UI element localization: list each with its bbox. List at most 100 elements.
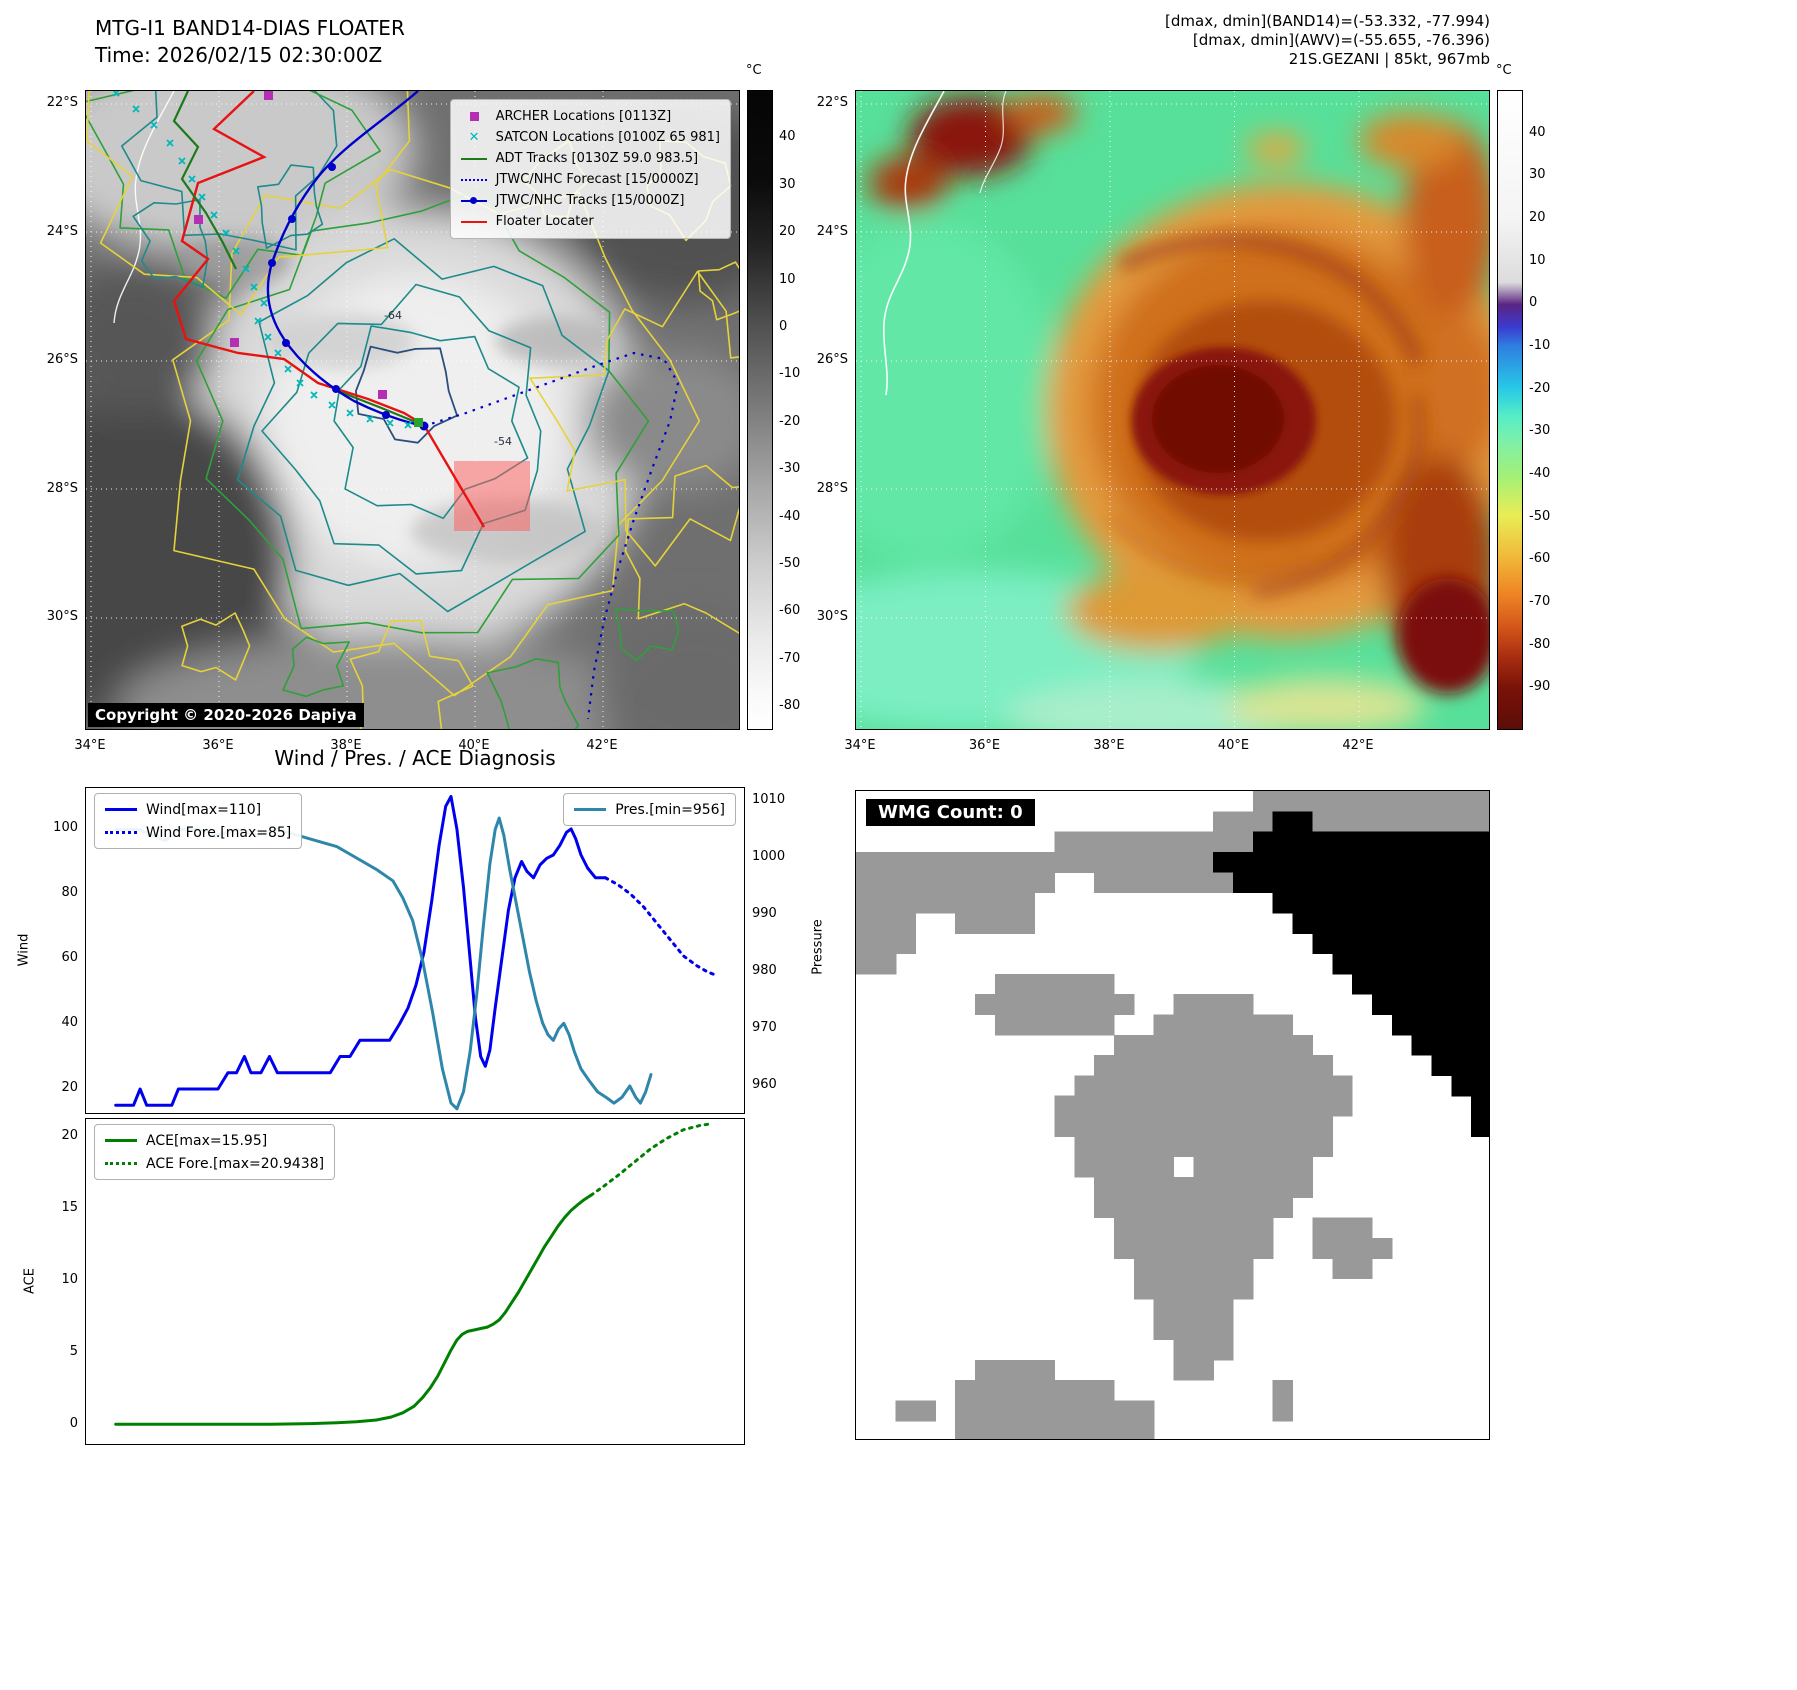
jtwc-forecast-track — [423, 351, 680, 720]
awv-lon-tick: 34°E — [844, 738, 876, 753]
awv-lat-tick: 22°S — [816, 95, 848, 110]
band14-colorbar-tick: 20 — [779, 224, 796, 240]
dmax-dmin-awv: [dmax, dmin](AWV)=(-55.655, -76.396) — [1192, 31, 1490, 49]
blue-marker-legend-icon — [461, 196, 488, 204]
adt-track-segment — [337, 389, 419, 425]
wind-tick: 40 — [61, 1015, 78, 1030]
map-legend-item: ADT Tracks [0130Z 59.0 983.5] — [461, 148, 720, 169]
band14-ir-image — [86, 91, 739, 729]
legend-line-sample — [105, 1162, 137, 1165]
wind-pressure-chart: Wind[max=110] Wind Fore.[max=85] Pres.[mi… — [85, 787, 745, 1114]
band14-colorbar-tick: 0 — [779, 319, 788, 335]
cyan-legend-icon: ✕ — [468, 130, 480, 145]
chart-legend-item: ACE Fore.[max=20.9438] — [105, 1152, 324, 1175]
adt-current-marker — [414, 418, 423, 427]
map-legend-label: SATCON Locations [0100Z 65 981] — [495, 130, 720, 145]
jtwc-track — [266, 91, 425, 428]
red-legend-icon — [461, 220, 488, 223]
floater-locater-track — [172, 91, 486, 528]
pressure-tick: 960 — [752, 1077, 777, 1092]
band14-colorbar-tick: -80 — [779, 698, 801, 714]
band14-lat-tick: 30°S — [46, 609, 78, 624]
wmg-count-label: WMG Count: 0 — [866, 799, 1035, 826]
awv-lat-tick: 26°S — [816, 352, 848, 367]
jtwc-track-points — [268, 163, 429, 431]
band14-lat-tick: 28°S — [46, 480, 78, 496]
map-legend-item: ARCHER Locations [0113Z] — [461, 106, 720, 127]
band14-lon-tick: 42°E — [586, 738, 618, 753]
pressure-axis-label: Pressure — [810, 919, 826, 975]
band14-colorbar-tick: -40 — [779, 508, 801, 524]
awv-colorbar-tick: 0 — [1529, 295, 1538, 311]
band14-colorbar-tick: -70 — [779, 650, 801, 666]
awv-colorbar-tick: 40 — [1529, 124, 1546, 140]
awv-colorbar-unit: °C — [1496, 63, 1512, 78]
awv-colorbar-tick: -10 — [1529, 338, 1551, 353]
map-legend-label: JTWC/NHC Tracks [15/0000Z] — [495, 193, 685, 208]
wind-tick: 60 — [61, 950, 78, 965]
band14-lon-tick: 34°E — [74, 738, 106, 753]
band14-legend: ARCHER Locations [0113Z] ✕ SATCON Location… — [449, 99, 731, 239]
map-legend-item: ✕ SATCON Locations [0100Z 65 981] — [461, 127, 720, 148]
band14-colorbar-unit: °C — [746, 63, 762, 78]
ace-legend: ACE[max=15.95] ACE Fore.[max=20.9438] — [94, 1124, 336, 1180]
ace-tick: 15 — [61, 1200, 78, 1215]
awv-lon-tick: 42°E — [1342, 738, 1374, 753]
legend-label: ACE Fore.[max=20.9438] — [146, 1155, 325, 1172]
ace-tick: 10 — [61, 1272, 78, 1287]
map-legend-label: Floater Locater — [495, 214, 594, 229]
band14-lon-tick: 38°E — [330, 738, 362, 753]
temperature-contours — [86, 91, 739, 729]
series-Wind Fore.[max=85] — [603, 876, 718, 977]
band14-title: MTG-I1 BAND14-DIAS FLOATER — [95, 16, 405, 40]
band14-colorbar-tick: -60 — [779, 603, 801, 619]
ace-tick: 0 — [69, 1416, 78, 1431]
awv-lat-tick: 24°S — [816, 223, 848, 239]
awv-lon-tick: 40°E — [1217, 738, 1250, 753]
map-gridlines — [856, 91, 1489, 729]
band14-lon-tick: 40°E — [458, 738, 490, 753]
pressure-tick: 970 — [752, 1020, 777, 1035]
satcon-markers — [112, 91, 412, 429]
awv-lat-tick: 30°S — [816, 609, 848, 624]
series-ACE[max=15.95] — [114, 1193, 593, 1426]
wind-legend: Wind[max=110] Wind Fore.[max=85] — [94, 793, 303, 849]
magenta-legend-icon — [461, 112, 488, 121]
band14-colorbar-tick: -20 — [779, 413, 801, 429]
map-legend-label: JTWC/NHC Forecast [15/0000Z] — [495, 172, 699, 187]
ace-chart: ACE[max=15.95] ACE Fore.[max=20.9438] — [85, 1118, 745, 1445]
awv-colorbar — [1497, 90, 1523, 730]
contour-label: -54 — [494, 435, 512, 448]
legend-label: Wind[max=110] — [146, 801, 262, 818]
chart-legend-item: Wind Fore.[max=85] — [105, 821, 291, 844]
diagnosis-title: Wind / Pres. / ACE Diagnosis — [274, 746, 556, 770]
chart-legend-item: Pres.[min=956] — [574, 798, 725, 821]
legend-label: Wind Fore.[max=85] — [146, 824, 292, 841]
band14-colorbar-tick: -30 — [779, 461, 801, 477]
band14-lat-tick: 24°S — [46, 223, 78, 239]
band14-lat-tick: 26°S — [46, 352, 78, 367]
band14-colorbar-tick: 30 — [779, 176, 796, 192]
awv-header: [dmax, dmin](BAND14)=(-53.332, -77.994) … — [1000, 12, 1490, 69]
band14-colorbar-tick: 10 — [779, 271, 796, 287]
band14-lat-tick: 22°S — [46, 95, 78, 110]
ace-plot — [114, 1122, 715, 1426]
pressure-legend: Pres.[min=956] — [563, 793, 736, 826]
storm-core — [1132, 347, 1316, 495]
awv-colorbar-tick: 20 — [1529, 210, 1546, 225]
awv-colorbar-tick: -50 — [1529, 508, 1551, 524]
pressure-tick: 1010 — [752, 792, 786, 807]
awv-colorbar-tick: 10 — [1529, 252, 1546, 268]
awv-colorbar-tick: -40 — [1529, 466, 1551, 481]
awv-satellite-map — [855, 90, 1490, 730]
map-legend-item: JTWC/NHC Tracks [15/0000Z] — [461, 190, 720, 211]
band14-colorbar — [747, 90, 773, 730]
coastline — [882, 91, 945, 396]
green-legend-icon — [461, 157, 488, 160]
archer-markers — [194, 91, 387, 399]
band14-satellite-map: THU 01 2026 — [85, 90, 740, 730]
track-overlay — [112, 91, 680, 720]
awv-colorbar-tick: -60 — [1529, 551, 1551, 567]
wind-tick: 100 — [53, 820, 78, 835]
